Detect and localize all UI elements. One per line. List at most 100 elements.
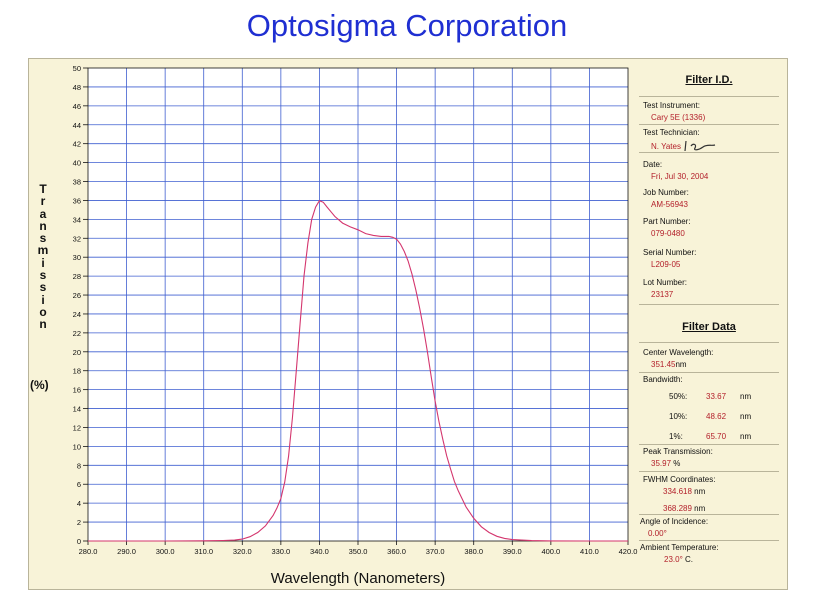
y-tick-label: 36 [73,196,81,205]
y-tick-label: 22 [73,329,81,338]
y-tick-label: 44 [73,121,81,130]
divider [639,152,779,153]
x-tick-label: 330.0 [271,547,290,556]
divider [639,342,779,343]
x-tick-label: 320.0 [233,547,252,556]
part-number-field: Part Number: 079-0480 [643,217,775,238]
center-wavelength-field: Center Wavelength: 351.45nm [643,348,775,369]
lot-number-field: Lot Number: 23137 [643,278,775,299]
x-tick-label: 280.0 [79,547,98,556]
y-tick-label: 8 [77,461,81,470]
y-axis-label-letter: n [39,218,47,233]
y-tick-label: 14 [73,405,81,414]
bw50-label: 50%: [669,392,688,401]
y-tick-label: 42 [73,140,81,149]
x-tick-label: 400.0 [541,547,560,556]
y-tick-label: 50 [73,64,81,73]
fwhm-low-value: 334.618 nm [663,487,706,496]
y-axis-label-letter: T [39,182,47,196]
y-tick-label: 48 [73,83,81,92]
serial-number-label: Serial Number: [643,248,697,257]
ambient-value: 23.0° C. [664,555,694,564]
plot-frame [87,67,629,542]
divider [639,124,779,125]
bw50-value: 33.67 [706,392,727,401]
bandwidth-field: Bandwidth: [643,375,775,384]
y-tick-label: 32 [73,234,81,243]
y-tick-label: 20 [73,348,81,357]
part-number-value: 079-0480 [651,229,685,238]
divider [639,372,779,373]
y-tick-label: 6 [77,480,81,489]
x-tick-label: 360.0 [387,547,406,556]
peak-transmission-value: 35.97 % [651,459,681,468]
test-technician-value: N. Yates [643,140,775,152]
x-tick-label: 340.0 [310,547,329,556]
test-instrument-label: Test Instrument: [643,101,700,110]
angle-label: Angle of Incidence: [640,517,709,526]
bw50-unit: nm [740,392,752,401]
y-tick-label: 12 [73,423,81,432]
y-axis-unit: (%) [30,378,49,392]
y-tick-label: 26 [73,291,81,300]
peak-transmission-label: Peak Transmission: [643,447,713,456]
x-tick-label: 420.0 [619,547,638,556]
y-axis-label-letter: s [39,231,47,246]
y-axis-label-letter: a [39,206,47,221]
ambient-field: Ambient Temperature: 23.0° C. [640,543,772,564]
y-axis-label-letter: m [37,243,49,258]
x-tick-label: 310.0 [194,547,213,556]
y-axis-label-letter: o [39,304,47,319]
date-field: Date: Fri, Jul 30, 2004 [643,160,775,181]
y-tick-label: 28 [73,272,81,281]
signature-mark [684,140,716,152]
y-tick-label: 30 [73,253,81,262]
bw10-unit: nm [740,412,752,421]
angle-value: 0.00° [648,529,667,538]
y-tick-label: 2 [77,518,81,527]
bw10-value: 48.62 [706,412,727,421]
fwhm-high-value: 368.289 nm [663,504,706,513]
divider [639,96,779,97]
serial-number-field: Serial Number: L209-05 [643,248,775,269]
divider [639,471,779,472]
filter-id-title: Filter I.D. [685,74,733,86]
y-tick-label: 46 [73,102,81,111]
transmission-curve [88,200,628,542]
x-tick-label: 350.0 [349,547,368,556]
part-number-label: Part Number: [643,217,691,226]
divider [639,304,779,305]
x-tick-label: 300.0 [156,547,175,556]
y-tick-label: 34 [73,215,81,224]
center-wavelength-label: Center Wavelength: [643,348,714,357]
serial-number-value: L209-05 [651,260,681,269]
x-tick-label: 410.0 [580,547,599,556]
test-technician-label: Test Technician: [643,128,700,137]
job-number-field: Job Number: AM-56943 [643,188,775,209]
x-tick-label: 380.0 [464,547,483,556]
x-axis-label: Wavelength (Nanometers) [270,570,446,587]
y-axis-label-letter: s [39,268,47,283]
bandwidth-label: Bandwidth: [643,375,683,384]
y-axis-label-letter: s [39,280,47,295]
divider [639,540,779,541]
lot-number-label: Lot Number: [643,278,688,287]
fwhm-label: FWHM Coordinates: [643,475,716,484]
filter-data-title: Filter Data [682,321,736,333]
info-panel: Filter I.D. Test Instrument: Cary 5E (13… [639,66,779,568]
angle-field: Angle of Incidence: 0.00° [640,517,772,538]
bw1-unit: nm [740,432,752,441]
date-value: Fri, Jul 30, 2004 [651,172,709,181]
y-axis-label-letter: i [41,292,45,307]
y-axis-label-letter: r [40,194,46,209]
peak-transmission-field: Peak Transmission: 35.97 % [643,447,775,468]
y-tick-label: 10 [73,442,81,451]
y-tick-label: 16 [73,386,81,395]
y-tick-label: 0 [77,537,81,546]
y-tick-label: 4 [77,499,81,508]
company-title: Optosigma Corporation [246,8,568,43]
bw1-label: 1%: [669,432,683,441]
center-wavelength-value: 351.45nm [651,360,687,369]
